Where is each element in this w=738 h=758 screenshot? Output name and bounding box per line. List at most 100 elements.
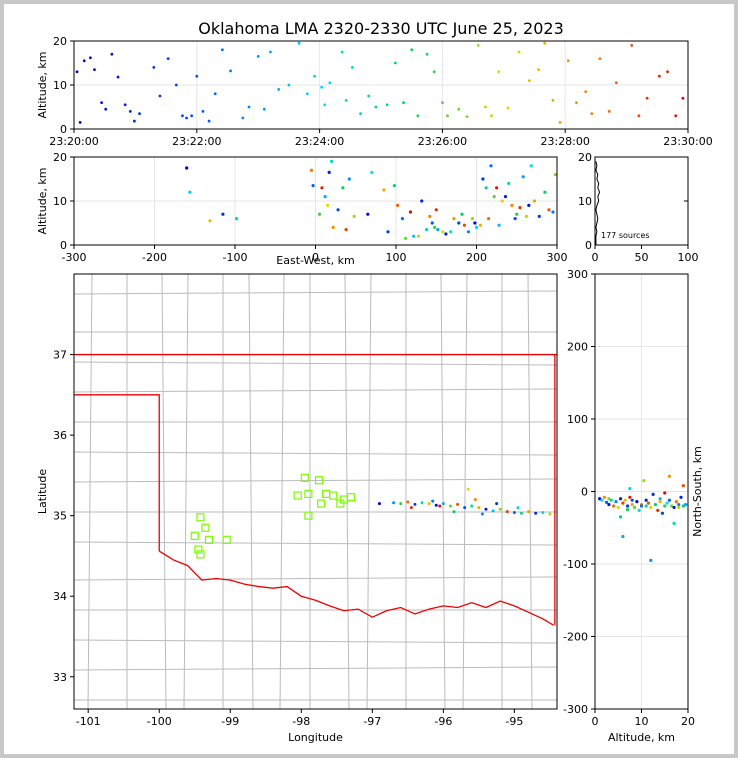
y-tick-label: 10 [578, 195, 592, 208]
y-tick-label: -200 [563, 631, 588, 644]
axes-frame [594, 156, 689, 246]
source-point [425, 52, 429, 56]
source-point [393, 61, 397, 65]
x-axis-label: Altitude, km [608, 731, 675, 744]
source-point [385, 103, 389, 107]
source-point [88, 56, 92, 60]
source-point [441, 502, 445, 506]
source-point [495, 502, 499, 506]
source-point [311, 184, 315, 188]
axes-frame [594, 273, 689, 710]
state-border-panhandle [74, 394, 160, 552]
county-line [74, 290, 557, 295]
source-point [663, 504, 667, 508]
source-point [128, 110, 132, 113]
source-point [325, 203, 330, 207]
source-point [158, 94, 162, 98]
y-tick-label: 20 [53, 35, 67, 48]
source-point [330, 159, 334, 163]
source-point [505, 510, 509, 514]
x-tick-label: -300 [62, 251, 87, 264]
source-point [229, 69, 232, 73]
y-tick-label: 35 [53, 510, 67, 523]
figure: Oklahoma LMA 2320-2330 UTC June 25, 2023… [4, 4, 734, 754]
source-point [483, 105, 487, 109]
source-point [465, 115, 469, 119]
source-point [489, 164, 493, 168]
source-point [616, 505, 620, 510]
source-point [635, 500, 639, 504]
source-point [614, 500, 618, 504]
source-point [621, 534, 625, 539]
source-point [644, 498, 648, 502]
source-point [382, 188, 386, 192]
source-point [527, 203, 531, 207]
source-point [681, 96, 685, 100]
source-point [480, 512, 484, 516]
county-line [279, 274, 285, 709]
source-point [441, 230, 445, 234]
y-tick-label: 34 [53, 590, 67, 603]
axes-frame [73, 40, 689, 130]
source-point [532, 199, 537, 203]
source-point [241, 116, 245, 120]
source-point [495, 186, 499, 190]
source-point [644, 504, 648, 508]
county-line [559, 274, 563, 709]
county-line [74, 451, 557, 456]
source-point [350, 66, 354, 69]
source-point [607, 502, 611, 507]
lma-station-marker [190, 531, 199, 540]
lma-station-marker [293, 491, 302, 500]
y-axis-label: Altitude, km [36, 167, 49, 234]
source-point [430, 221, 434, 225]
source-point [674, 114, 678, 118]
source-point [486, 217, 491, 221]
source-point [651, 492, 655, 496]
source-point [519, 511, 523, 515]
county-line [74, 639, 557, 644]
source-point [666, 70, 669, 74]
y-tick-label: 0 [60, 239, 67, 252]
source-point [553, 173, 557, 177]
source-point [152, 66, 156, 69]
source-point [344, 99, 348, 102]
x-tick-label: 0 [592, 251, 599, 264]
source-point [457, 221, 461, 225]
source-point [352, 214, 356, 218]
y-axis-label: North-South, km [691, 446, 704, 537]
source-point [399, 502, 403, 506]
figure-title: Oklahoma LMA 2320-2330 UTC June 25, 2023 [198, 19, 564, 38]
county-line [440, 274, 446, 709]
source-point [466, 230, 471, 234]
lma-station-marker [314, 476, 324, 485]
y-tick-label: 100 [567, 413, 588, 426]
source-point [628, 487, 632, 491]
source-point [497, 70, 501, 74]
source-point [677, 502, 681, 507]
source-point [174, 83, 178, 87]
source-point [420, 501, 424, 505]
source-point [262, 107, 266, 111]
x-tick-label: 50 [635, 251, 649, 264]
county-line [74, 361, 557, 366]
source-point [679, 495, 683, 499]
county-line [74, 576, 557, 581]
source-point [207, 119, 211, 123]
county-line [74, 388, 557, 393]
source-point [649, 558, 653, 562]
source-point [433, 225, 437, 229]
source-point [473, 498, 477, 502]
y-axis-label: Altitude, km [36, 51, 49, 118]
source-point [438, 504, 442, 508]
source-point [313, 74, 316, 78]
source-point [653, 502, 658, 507]
county-line [161, 274, 167, 709]
source-point [612, 504, 616, 508]
source-point [428, 214, 432, 218]
source-point [598, 497, 602, 501]
source-point [566, 59, 570, 63]
source-point [460, 212, 464, 216]
source-point [642, 479, 646, 483]
source-point [323, 103, 327, 107]
